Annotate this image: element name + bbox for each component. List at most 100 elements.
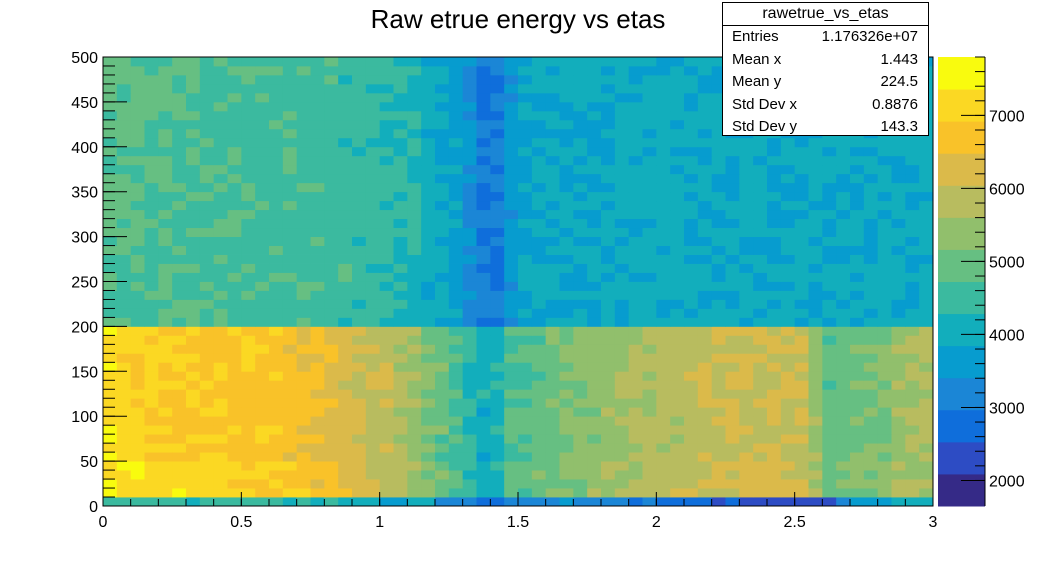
heatmap-cell bbox=[836, 461, 851, 471]
heatmap-cell bbox=[697, 227, 713, 237]
heatmap-cell bbox=[753, 209, 768, 220]
heatmap-cell bbox=[227, 389, 242, 399]
heatmap-cell bbox=[822, 272, 837, 282]
heatmap-cell bbox=[725, 371, 740, 381]
heatmap-cell bbox=[794, 434, 809, 444]
heatmap-cell bbox=[421, 164, 436, 175]
heatmap-cell bbox=[725, 416, 740, 426]
heatmap-cell bbox=[628, 119, 643, 130]
heatmap-cell bbox=[490, 371, 505, 381]
heatmap-cell bbox=[103, 236, 118, 246]
heatmap-cell bbox=[490, 425, 505, 435]
heatmap-cell bbox=[199, 146, 215, 157]
heatmap-cell bbox=[227, 380, 242, 390]
heatmap-cell bbox=[199, 236, 215, 246]
heatmap-cell bbox=[504, 254, 519, 264]
heatmap-cell bbox=[310, 164, 325, 175]
heatmap-cell bbox=[393, 101, 408, 112]
heatmap-cell bbox=[822, 380, 837, 390]
heatmap-cell bbox=[642, 389, 657, 399]
heatmap-cell bbox=[186, 344, 201, 354]
heatmap-cell bbox=[628, 425, 643, 435]
heatmap-cell bbox=[186, 173, 201, 184]
heatmap-cell bbox=[421, 389, 436, 399]
heatmap-cell bbox=[241, 281, 256, 291]
heatmap-cell bbox=[531, 119, 547, 130]
heatmap-cell bbox=[891, 488, 906, 498]
heatmap-cell bbox=[103, 425, 118, 435]
heatmap-cell bbox=[269, 479, 284, 489]
heatmap-cell bbox=[614, 128, 630, 139]
heatmap-cell bbox=[877, 200, 892, 211]
heatmap-cell bbox=[794, 137, 809, 148]
heatmap-cell bbox=[116, 245, 132, 255]
heatmap-cell bbox=[739, 335, 754, 345]
heatmap-cell bbox=[670, 254, 685, 264]
heatmap-cell bbox=[739, 443, 754, 453]
heatmap-cell bbox=[559, 173, 574, 184]
heatmap-cell bbox=[476, 443, 491, 453]
heatmap-cell bbox=[186, 128, 201, 139]
heatmap-cell bbox=[365, 497, 381, 507]
heatmap-cell bbox=[476, 308, 491, 318]
heatmap-cell bbox=[573, 335, 588, 345]
heatmap-cell bbox=[850, 146, 865, 157]
heatmap-cell bbox=[352, 290, 367, 300]
heatmap-cell bbox=[462, 209, 477, 220]
heatmap-cell bbox=[269, 362, 284, 372]
heatmap-cell bbox=[531, 65, 547, 76]
heatmap-cell bbox=[186, 434, 201, 444]
heatmap-cell bbox=[199, 299, 215, 309]
heatmap-cell bbox=[905, 173, 920, 184]
heatmap-cell bbox=[767, 308, 782, 318]
heatmap-cell bbox=[614, 389, 630, 399]
heatmap-cell bbox=[822, 263, 837, 273]
heatmap-cell bbox=[808, 281, 823, 291]
heatmap-cell bbox=[905, 461, 920, 471]
heatmap-cell bbox=[711, 308, 726, 318]
heatmap-cell bbox=[407, 461, 422, 471]
heatmap-cell bbox=[919, 209, 934, 220]
heatmap-cell bbox=[877, 353, 892, 363]
heatmap-cell bbox=[393, 335, 408, 345]
heatmap-cell bbox=[780, 173, 796, 184]
heatmap-cell bbox=[241, 380, 256, 390]
heatmap-cell bbox=[393, 416, 408, 426]
heatmap-cell bbox=[365, 272, 381, 282]
heatmap-cell bbox=[711, 362, 726, 372]
heatmap-cell bbox=[711, 470, 726, 480]
heatmap-cell bbox=[435, 245, 450, 255]
heatmap-cell bbox=[158, 344, 173, 354]
heatmap-cell bbox=[296, 407, 311, 417]
x-tick-label: 3 bbox=[929, 514, 938, 531]
heatmap-cell bbox=[891, 389, 906, 399]
heatmap-cell bbox=[490, 263, 505, 273]
heatmap-cell bbox=[282, 83, 298, 94]
heatmap-cell bbox=[116, 380, 132, 390]
heatmap-cell bbox=[103, 497, 118, 507]
heatmap-cell bbox=[103, 254, 118, 264]
heatmap-cell bbox=[531, 57, 547, 67]
heatmap-cell bbox=[780, 227, 796, 237]
heatmap-cell bbox=[628, 308, 643, 318]
heatmap-cell bbox=[103, 380, 118, 390]
heatmap-cell bbox=[407, 137, 422, 148]
heatmap-cell bbox=[338, 83, 353, 94]
heatmap-cell bbox=[601, 128, 616, 139]
heatmap-cell bbox=[213, 452, 228, 462]
heatmap-cell bbox=[573, 425, 588, 435]
heatmap-cell bbox=[227, 497, 242, 507]
heatmap-cell bbox=[518, 398, 533, 408]
heatmap-cell bbox=[739, 299, 754, 309]
heatmap-cell bbox=[490, 101, 505, 112]
heatmap-cell bbox=[531, 470, 547, 480]
heatmap-cell bbox=[531, 317, 547, 327]
heatmap-cell bbox=[186, 146, 201, 157]
heatmap-cell bbox=[919, 218, 934, 229]
heatmap-cell bbox=[199, 290, 215, 300]
heatmap-cell bbox=[850, 434, 865, 444]
heatmap-cell bbox=[725, 335, 740, 345]
heatmap-cell bbox=[670, 479, 685, 489]
heatmap-cell bbox=[324, 398, 339, 408]
heatmap-cell bbox=[352, 164, 367, 175]
